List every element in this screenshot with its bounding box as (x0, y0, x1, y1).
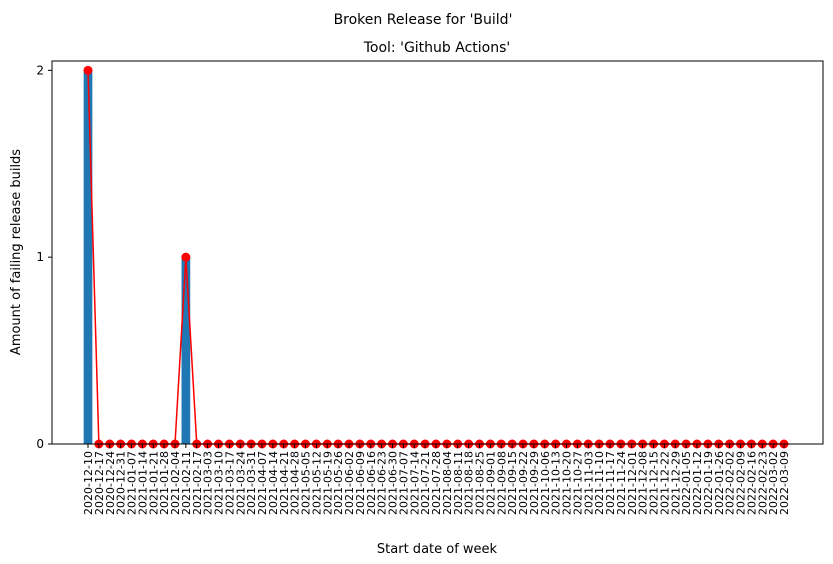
x-tick-label: 2022-02-09 (735, 451, 748, 515)
x-tick-label: 2021-03-10 (213, 451, 226, 515)
axes-frame (51, 60, 824, 445)
x-tick-label: 2021-04-28 (289, 451, 302, 515)
x-tick-label: 2021-12-15 (648, 451, 661, 515)
bar (181, 257, 191, 444)
x-tick-label: 2020-12-24 (104, 451, 117, 515)
data-point (181, 252, 191, 262)
x-tick-label: 2021-12-08 (637, 451, 650, 515)
x-tick-label: 2021-12-29 (669, 451, 682, 515)
x-tick-label: 2021-06-16 (365, 451, 378, 515)
x-tick-label: 2021-12-01 (626, 451, 639, 515)
x-tick-label: 2022-02-23 (756, 451, 769, 515)
data-point (83, 65, 93, 75)
x-tick-label: 2021-06-23 (376, 451, 389, 515)
x-tick-label: 2021-01-07 (126, 451, 139, 515)
x-tick-label: 2021-02-11 (180, 451, 193, 515)
x-tick-label: 2021-04-14 (267, 451, 280, 515)
x-tick-label: 2021-06-30 (387, 451, 400, 515)
x-tick-label: 2021-02-04 (169, 451, 182, 515)
x-tick-label: 2021-09-01 (484, 451, 497, 515)
bar (83, 70, 93, 444)
x-tick-label: 2021-06-09 (354, 451, 367, 515)
y-tick-label: 1 (36, 250, 44, 264)
x-tick-label: 2021-08-11 (452, 451, 465, 515)
x-tick-label: 2021-04-07 (256, 451, 269, 515)
x-tick-label: 2021-09-15 (506, 451, 519, 515)
x-tick-label: 2020-12-17 (93, 451, 106, 515)
x-tick-label: 2021-09-22 (517, 451, 530, 515)
x-tick-label: 2021-11-10 (593, 451, 606, 515)
x-tick-label: 2021-07-21 (419, 451, 432, 515)
y-tick-label: 0 (36, 437, 44, 451)
x-tick-label: 2021-05-19 (321, 451, 334, 515)
x-tick-label: 2021-10-27 (571, 451, 584, 515)
x-tick-label: 2022-01-12 (691, 451, 704, 515)
x-tick-label: 2021-03-17 (223, 451, 236, 515)
x-tick-label: 2021-07-07 (397, 451, 410, 515)
x-tick-label: 2022-01-19 (702, 451, 715, 515)
x-tick-label: 2021-01-14 (136, 451, 149, 515)
x-tick-label: 2021-01-28 (158, 451, 171, 515)
x-tick-label: 2021-09-29 (528, 451, 541, 515)
x-tick-label: 2022-02-02 (724, 451, 737, 515)
x-tick-label: 2021-08-04 (441, 451, 454, 515)
x-tick-label: 2021-10-20 (561, 451, 574, 515)
x-tick-label: 2021-10-13 (550, 451, 563, 515)
x-tick-label: 2021-08-25 (474, 451, 487, 515)
x-tick-label: 2021-03-31 (245, 451, 258, 515)
x-tick-label: 2021-03-03 (202, 451, 215, 515)
x-tick-label: 2021-09-08 (495, 451, 508, 515)
x-tick-label: 2021-04-21 (278, 451, 291, 515)
x-tick-label: 2021-05-26 (332, 451, 345, 515)
x-tick-label: 2021-05-05 (300, 451, 313, 515)
chart-title: Tool: 'Github Actions' (363, 40, 511, 56)
x-tick-label: 2021-03-24 (234, 451, 247, 515)
x-tick-label: 2021-07-28 (430, 451, 443, 515)
x-tick-label: 2022-03-09 (778, 451, 791, 515)
x-tick-label: 2022-02-16 (745, 451, 758, 515)
x-tick-label: 2021-02-17 (191, 451, 204, 515)
x-tick-label: 2021-11-17 (604, 451, 617, 515)
x-tick-label: 2022-03-02 (767, 451, 780, 515)
x-tick-label: 2021-11-03 (582, 451, 595, 515)
x-tick-label: 2021-12-22 (658, 451, 671, 515)
x-tick-label: 2021-07-14 (408, 451, 421, 515)
y-axis-label: Amount of failing release builds (9, 149, 24, 355)
chart-suptitle: Broken Release for 'Build' (334, 12, 513, 28)
x-tick-label: 2021-08-18 (463, 451, 476, 515)
x-tick-label: 2021-01-21 (147, 451, 160, 515)
x-tick-label: 2021-05-12 (310, 451, 323, 515)
x-tick-label: 2021-06-02 (343, 451, 356, 515)
x-tick-label: 2022-01-05 (680, 451, 693, 515)
x-tick-label: 2021-11-24 (615, 451, 628, 515)
plot-area: 0 1 2 2020-12-102020-12-172020-12-242020-12… (36, 63, 791, 515)
y-tick-label: 2 (36, 63, 44, 77)
x-tick-label: 2020-12-31 (115, 451, 128, 515)
x-tick-label: 2020-12-10 (82, 451, 95, 515)
series-line (87, 70, 784, 445)
x-axis-label: Start date of week (377, 542, 498, 557)
x-tick-label: 2022-01-26 (713, 451, 726, 515)
x-tick-label: 2021-10-06 (539, 451, 552, 515)
